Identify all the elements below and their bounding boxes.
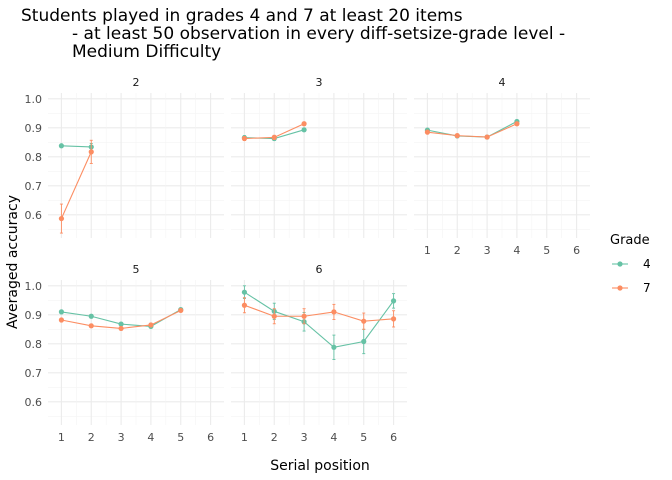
x-axis-title: Serial position — [270, 458, 370, 474]
x-tick-label: 1 — [424, 244, 431, 257]
legend-key-point — [617, 285, 623, 291]
chart-title-line-3: Medium Difficulty — [72, 42, 221, 62]
legend-item-4: 4 — [612, 257, 651, 271]
y-tick-label: 1.0 — [25, 280, 43, 293]
x-tick-label: 4 — [513, 244, 520, 257]
series-grade-7 — [424, 121, 520, 140]
data-point — [88, 323, 94, 329]
x-tick-label: 5 — [543, 244, 550, 257]
data-point — [454, 133, 460, 139]
data-point — [178, 307, 184, 314]
legend-label: 7 — [643, 281, 651, 295]
x-tick-label: 3 — [301, 431, 308, 444]
data-point — [331, 344, 337, 350]
data-point — [271, 134, 277, 140]
x-tick-label: 5 — [177, 431, 184, 444]
series-line — [61, 145, 92, 148]
x-tick-label: 4 — [147, 431, 154, 444]
series-line — [244, 304, 394, 322]
gridlines — [48, 93, 224, 238]
data-point — [241, 135, 248, 142]
x-tick-label: 2 — [271, 431, 278, 444]
facet-panel-3: 3 — [231, 76, 407, 238]
data-point — [88, 313, 94, 319]
series-grade-7 — [58, 139, 94, 234]
data-point — [271, 313, 277, 319]
data-point — [361, 318, 367, 324]
data-point — [390, 298, 397, 304]
x-tick-label: 4 — [330, 431, 337, 444]
data-point — [118, 321, 124, 327]
gridlines — [48, 280, 224, 425]
x-tick-label: 1 — [58, 431, 65, 444]
data-point — [118, 325, 124, 332]
series-line — [427, 123, 518, 138]
facet-panel-6: 6 1 2 3 4 5 6 — [231, 263, 407, 444]
y-axis-title: Averaged accuracy — [5, 195, 21, 329]
data-point — [58, 143, 65, 149]
gridlines — [231, 93, 407, 238]
x-tick-label: 6 — [207, 431, 214, 444]
data-point — [331, 309, 337, 315]
data-point — [484, 134, 490, 140]
gridlines — [231, 280, 407, 425]
x-tick-label: 3 — [118, 431, 125, 444]
y-tick-label: 0.6 — [25, 209, 43, 222]
series-grade-7 — [58, 307, 184, 332]
facet-strip-label: 4 — [499, 76, 506, 89]
legend-key-point — [617, 261, 623, 267]
chart-title-line-2: - at least 50 observation in every diff-… — [72, 24, 565, 44]
x-tick-label: 5 — [360, 431, 367, 444]
series-grade-7 — [241, 121, 307, 142]
data-point — [148, 322, 154, 328]
gridlines — [414, 93, 590, 238]
data-point — [58, 215, 65, 222]
data-point — [301, 313, 307, 319]
x-tick-label: 1 — [241, 431, 248, 444]
facet-panels: 2 0.6 0.7 0.8 0.9 1.0 3 4 1 2 3 4 5 6 5 0.6 0.7 0.8 0.9 1.0… — [25, 76, 590, 444]
data-point — [88, 149, 94, 155]
legend-item-7: 7 — [612, 281, 651, 295]
x-tick-label: 2 — [88, 431, 95, 444]
data-point — [58, 317, 65, 323]
facet-strip-label: 5 — [133, 263, 140, 276]
x-tick-label: 6 — [573, 244, 580, 257]
series-grade-4 — [241, 285, 397, 360]
y-tick-label: 0.7 — [25, 180, 43, 193]
facet-panel-5: 5 0.6 0.7 0.8 0.9 1.0 1 2 3 4 5 6 — [25, 263, 224, 444]
series-grade-7 — [241, 297, 397, 330]
data-point — [301, 121, 307, 127]
data-point — [241, 289, 248, 295]
y-tick-label: 0.9 — [25, 309, 43, 322]
legend-label: 4 — [643, 257, 651, 271]
data-point — [301, 127, 307, 133]
legend-title: Grade — [610, 233, 650, 248]
data-point — [424, 129, 431, 135]
y-tick-label: 0.9 — [25, 122, 43, 135]
facet-strip-label: 6 — [316, 263, 323, 276]
facet-strip-label: 2 — [133, 76, 140, 89]
series-line — [60, 151, 92, 219]
data-point — [241, 302, 248, 308]
data-point — [390, 316, 397, 322]
y-tick-label: 0.8 — [25, 338, 43, 351]
series-line — [244, 291, 395, 348]
facet-panel-2: 2 0.6 0.7 0.8 0.9 1.0 — [25, 76, 224, 238]
y-tick-label: 0.6 — [25, 396, 43, 409]
data-point — [58, 309, 65, 315]
chart-title: Students played in grades 4 and 7 at lea… — [21, 6, 565, 62]
x-tick-label: 2 — [454, 244, 461, 257]
y-tick-label: 0.8 — [25, 151, 43, 164]
legend: Grade 4 7 — [610, 233, 651, 295]
y-tick-label: 0.7 — [25, 367, 43, 380]
y-tick-label: 1.0 — [25, 93, 43, 106]
data-point — [514, 121, 520, 127]
chart-title-line-1: Students played in grades 4 and 7 at lea… — [21, 6, 463, 26]
x-tick-label: 6 — [390, 431, 397, 444]
data-point — [361, 338, 367, 345]
facet-strip-label: 3 — [316, 76, 323, 89]
x-tick-label: 3 — [484, 244, 491, 257]
facet-panel-4: 4 1 2 3 4 5 6 — [414, 76, 590, 257]
